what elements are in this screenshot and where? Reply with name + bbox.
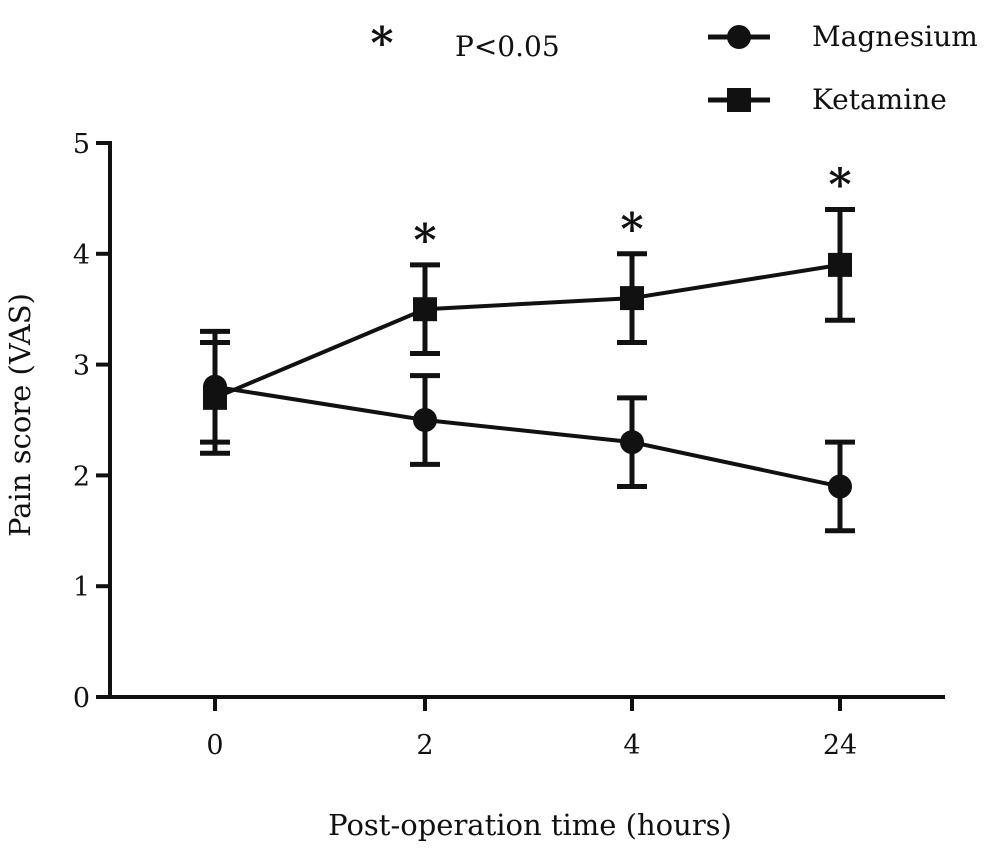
legend: Magnesium Ketamine [708, 20, 978, 116]
series-layer [200, 206, 855, 534]
legend-label-magnesium: Magnesium [812, 20, 978, 53]
significance-marks: * * * [413, 159, 851, 265]
significance-star: * [413, 215, 436, 266]
significance-legend-star: * [370, 18, 393, 69]
significance-star: * [620, 204, 643, 255]
x-tick-label: 0 [206, 730, 223, 761]
y-tick-label: 5 [73, 129, 90, 160]
x-tick-label: 4 [623, 730, 640, 761]
ketamine-point [413, 297, 437, 322]
y-tick-label: 2 [73, 461, 90, 492]
y-axis-title: Pain score (VAS) [3, 293, 37, 537]
axes [108, 141, 945, 699]
ketamine-point [620, 286, 644, 311]
x-axis-title: Post-operation time (hours) [328, 808, 732, 842]
x-tick-label: 2 [416, 730, 433, 761]
magnesium-line [214, 384, 841, 489]
significance-star: * [828, 159, 851, 210]
ketamine-point [203, 385, 227, 410]
ketamine-line [214, 262, 841, 400]
legend-label-ketamine: Ketamine [812, 83, 947, 116]
significance-legend-text: P<0.05 [455, 30, 560, 63]
legend-item-ketamine: Ketamine [708, 83, 947, 116]
x-tick-label: 24 [823, 730, 857, 761]
ketamine-point [828, 252, 852, 277]
legend-marker-ketamine [727, 88, 751, 112]
y-tick-label: 3 [73, 351, 90, 382]
magnesium-point [828, 474, 852, 499]
y-tick-label: 1 [73, 572, 90, 603]
y-tick-label: 4 [73, 240, 90, 271]
series-ketamine [200, 206, 855, 456]
magnesium-point [413, 408, 437, 432]
legend-item-magnesium: Magnesium [708, 20, 978, 53]
magnesium-point [620, 430, 644, 455]
legend-marker-magnesium [727, 25, 751, 49]
y-tick-label: 0 [73, 683, 90, 714]
significance-legend: * P<0.05 [370, 18, 559, 69]
